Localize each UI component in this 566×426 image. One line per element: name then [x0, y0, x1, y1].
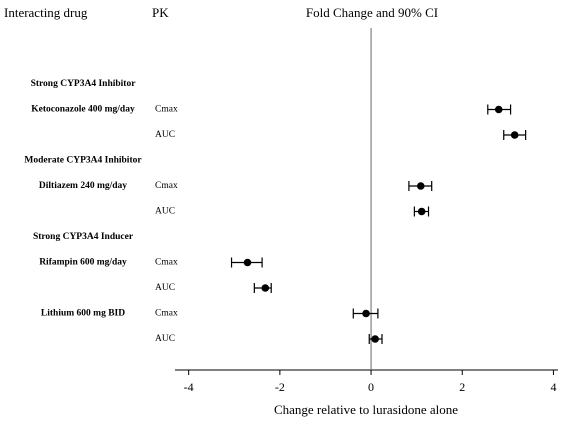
x-tick-label: 2 [459, 380, 465, 394]
point-estimate [510, 131, 519, 139]
x-tick-label: -4 [184, 380, 194, 394]
pk-label: Cmax [155, 258, 178, 268]
pk-label: AUC [155, 207, 175, 217]
drug-label: Ketoconazole 400 mg/day [31, 105, 135, 115]
pk-label: AUC [155, 130, 175, 140]
point-estimate [243, 258, 252, 267]
group-label: Strong CYP3A4 Inhibitor [31, 79, 137, 89]
x-tick-label: -2 [275, 380, 285, 394]
point-estimate [494, 105, 503, 114]
drug-label: Diltiazem 240 mg/day [39, 181, 127, 191]
x-tick-label: 4 [550, 380, 556, 394]
pk-label: Cmax [155, 309, 178, 319]
group-label: Moderate CYP3A4 Inhibitor [24, 156, 142, 166]
chart-title: Fold Change and 90% CI [306, 5, 438, 20]
column-header: Interacting drug [4, 5, 88, 20]
drug-label: Lithium 600 mg BID [41, 309, 125, 319]
drug-label: Rifampin 600 mg/day [39, 258, 127, 268]
point-estimate [362, 309, 370, 318]
point-estimate [371, 335, 379, 343]
x-tick-label: 0 [368, 380, 374, 394]
group-label: Strong CYP3A4 Inducer [33, 232, 134, 242]
point-estimate [261, 284, 270, 292]
x-axis-title: Change relative to lurasidone alone [274, 402, 458, 417]
pk-label: Cmax [155, 181, 178, 191]
column-header: PK [152, 5, 169, 20]
point-estimate [416, 182, 425, 190]
pk-label: AUC [155, 283, 175, 293]
pk-label: AUC [155, 334, 175, 344]
pk-label: Cmax [155, 105, 178, 115]
point-estimate [417, 207, 426, 216]
